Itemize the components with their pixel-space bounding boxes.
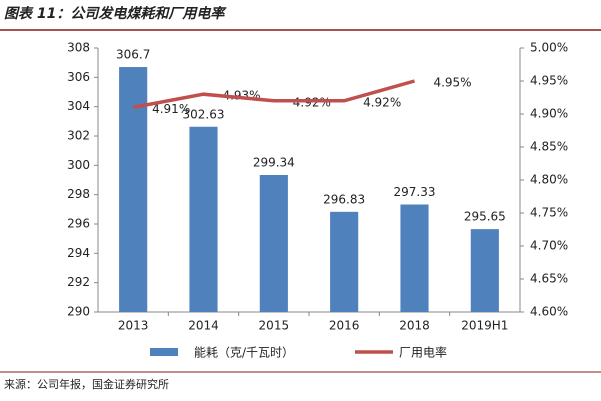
line — [132, 79, 415, 110]
bar-label: 299.34 — [253, 156, 295, 170]
y2-tick-label: 5.00% — [530, 41, 568, 55]
line-label: 4.92% — [363, 95, 401, 109]
y2-tick-label: 4.65% — [530, 272, 568, 286]
x-tick-label: 2019H1 — [461, 319, 508, 333]
legend-label: 厂用电率 — [399, 345, 447, 360]
y-tick-label: 296 — [67, 217, 90, 231]
line-label: 4.91% — [152, 102, 190, 116]
bar-label: 296.83 — [323, 192, 365, 206]
bar-label: 306.7 — [116, 48, 150, 62]
bar — [119, 67, 148, 312]
x-tick-label: 2016 — [329, 319, 360, 333]
bar-label: 297.33 — [394, 185, 436, 199]
y-tick-label: 302 — [67, 129, 90, 143]
x-tick-label: 2015 — [259, 319, 290, 333]
bar — [259, 175, 288, 312]
y2-tick-label: 4.90% — [530, 107, 568, 121]
x-tick-label: 2014 — [188, 319, 219, 333]
source: 来源：公司年报，国金证券研究所 — [4, 377, 169, 391]
y2-tick-label: 4.85% — [530, 140, 568, 154]
y-tick-label: 294 — [67, 246, 90, 260]
y-tick-label: 298 — [67, 187, 90, 201]
legend-swatch — [150, 348, 178, 356]
y-tick-label: 300 — [67, 158, 90, 172]
y-tick-label: 304 — [67, 99, 90, 113]
bar-label: 302.63 — [183, 107, 225, 121]
y-tick-label: 306 — [67, 70, 90, 84]
bar — [470, 229, 499, 312]
y2-tick-label: 4.80% — [530, 173, 568, 187]
y2-tick-label: 4.60% — [530, 305, 568, 319]
y2-tick-label: 4.95% — [530, 74, 568, 88]
y-tick-label: 290 — [67, 305, 90, 319]
x-tick-label: 2013 — [118, 319, 149, 333]
y2-tick-label: 4.75% — [530, 206, 568, 220]
y-tick-label: 308 — [67, 41, 90, 55]
line-label: 4.95% — [433, 76, 471, 90]
y2-tick-label: 4.70% — [530, 239, 568, 253]
legend-label: 能耗（克/千瓦时） — [194, 346, 294, 360]
y-tick-label: 292 — [67, 275, 90, 289]
bar — [330, 211, 359, 312]
bar — [189, 126, 218, 312]
x-tick-label: 2018 — [399, 319, 430, 333]
chart-title: 图表 11：公司发电煤耗和厂用电率 — [4, 5, 227, 22]
bar-label: 295.65 — [464, 210, 506, 224]
bar — [400, 204, 429, 312]
